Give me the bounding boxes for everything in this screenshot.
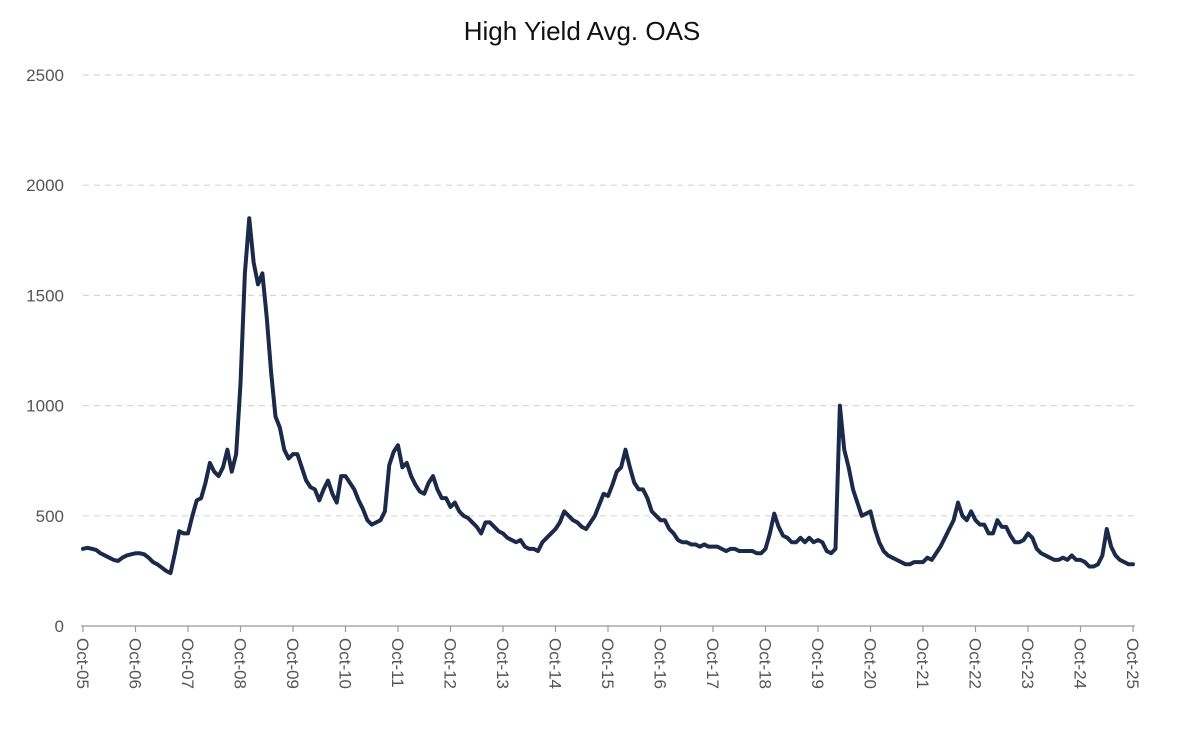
x-tick-label: Oct-21: [913, 638, 932, 689]
x-tick-label: Oct-05: [73, 638, 92, 689]
x-tick-label: Oct-25: [1123, 638, 1142, 689]
x-tick-label: Oct-24: [1071, 638, 1090, 689]
x-tick-label: Oct-12: [441, 638, 460, 689]
y-tick-label: 1500: [26, 286, 64, 305]
chart-title: High Yield Avg. OAS: [464, 16, 701, 46]
x-tick-label: Oct-06: [126, 638, 145, 689]
x-tick-label: Oct-18: [756, 638, 775, 689]
y-tick-label: 2000: [26, 176, 64, 195]
x-tick-label: Oct-08: [231, 638, 250, 689]
x-tick-label: Oct-07: [178, 638, 197, 689]
x-tick-label: Oct-15: [598, 638, 617, 689]
x-tick-label: Oct-19: [808, 638, 827, 689]
x-tick-label: Oct-14: [546, 638, 565, 689]
x-tick-label: Oct-23: [1018, 638, 1037, 689]
x-tick-label: Oct-22: [966, 638, 985, 689]
oas-line: [81, 216, 1135, 576]
x-tick-label: Oct-10: [336, 638, 355, 689]
y-tick-label: 500: [36, 507, 64, 526]
x-tick-label: Oct-13: [493, 638, 512, 689]
x-tick-label: Oct-16: [651, 638, 670, 689]
y-tick-label: 0: [55, 617, 64, 636]
x-tick-label: Oct-20: [861, 638, 880, 689]
x-tick-label: Oct-17: [703, 638, 722, 689]
x-tick-label: Oct-11: [388, 638, 407, 688]
y-tick-label: 1000: [26, 397, 64, 416]
x-tick-label: Oct-09: [283, 638, 302, 689]
y-tick-label: 2500: [26, 66, 64, 85]
